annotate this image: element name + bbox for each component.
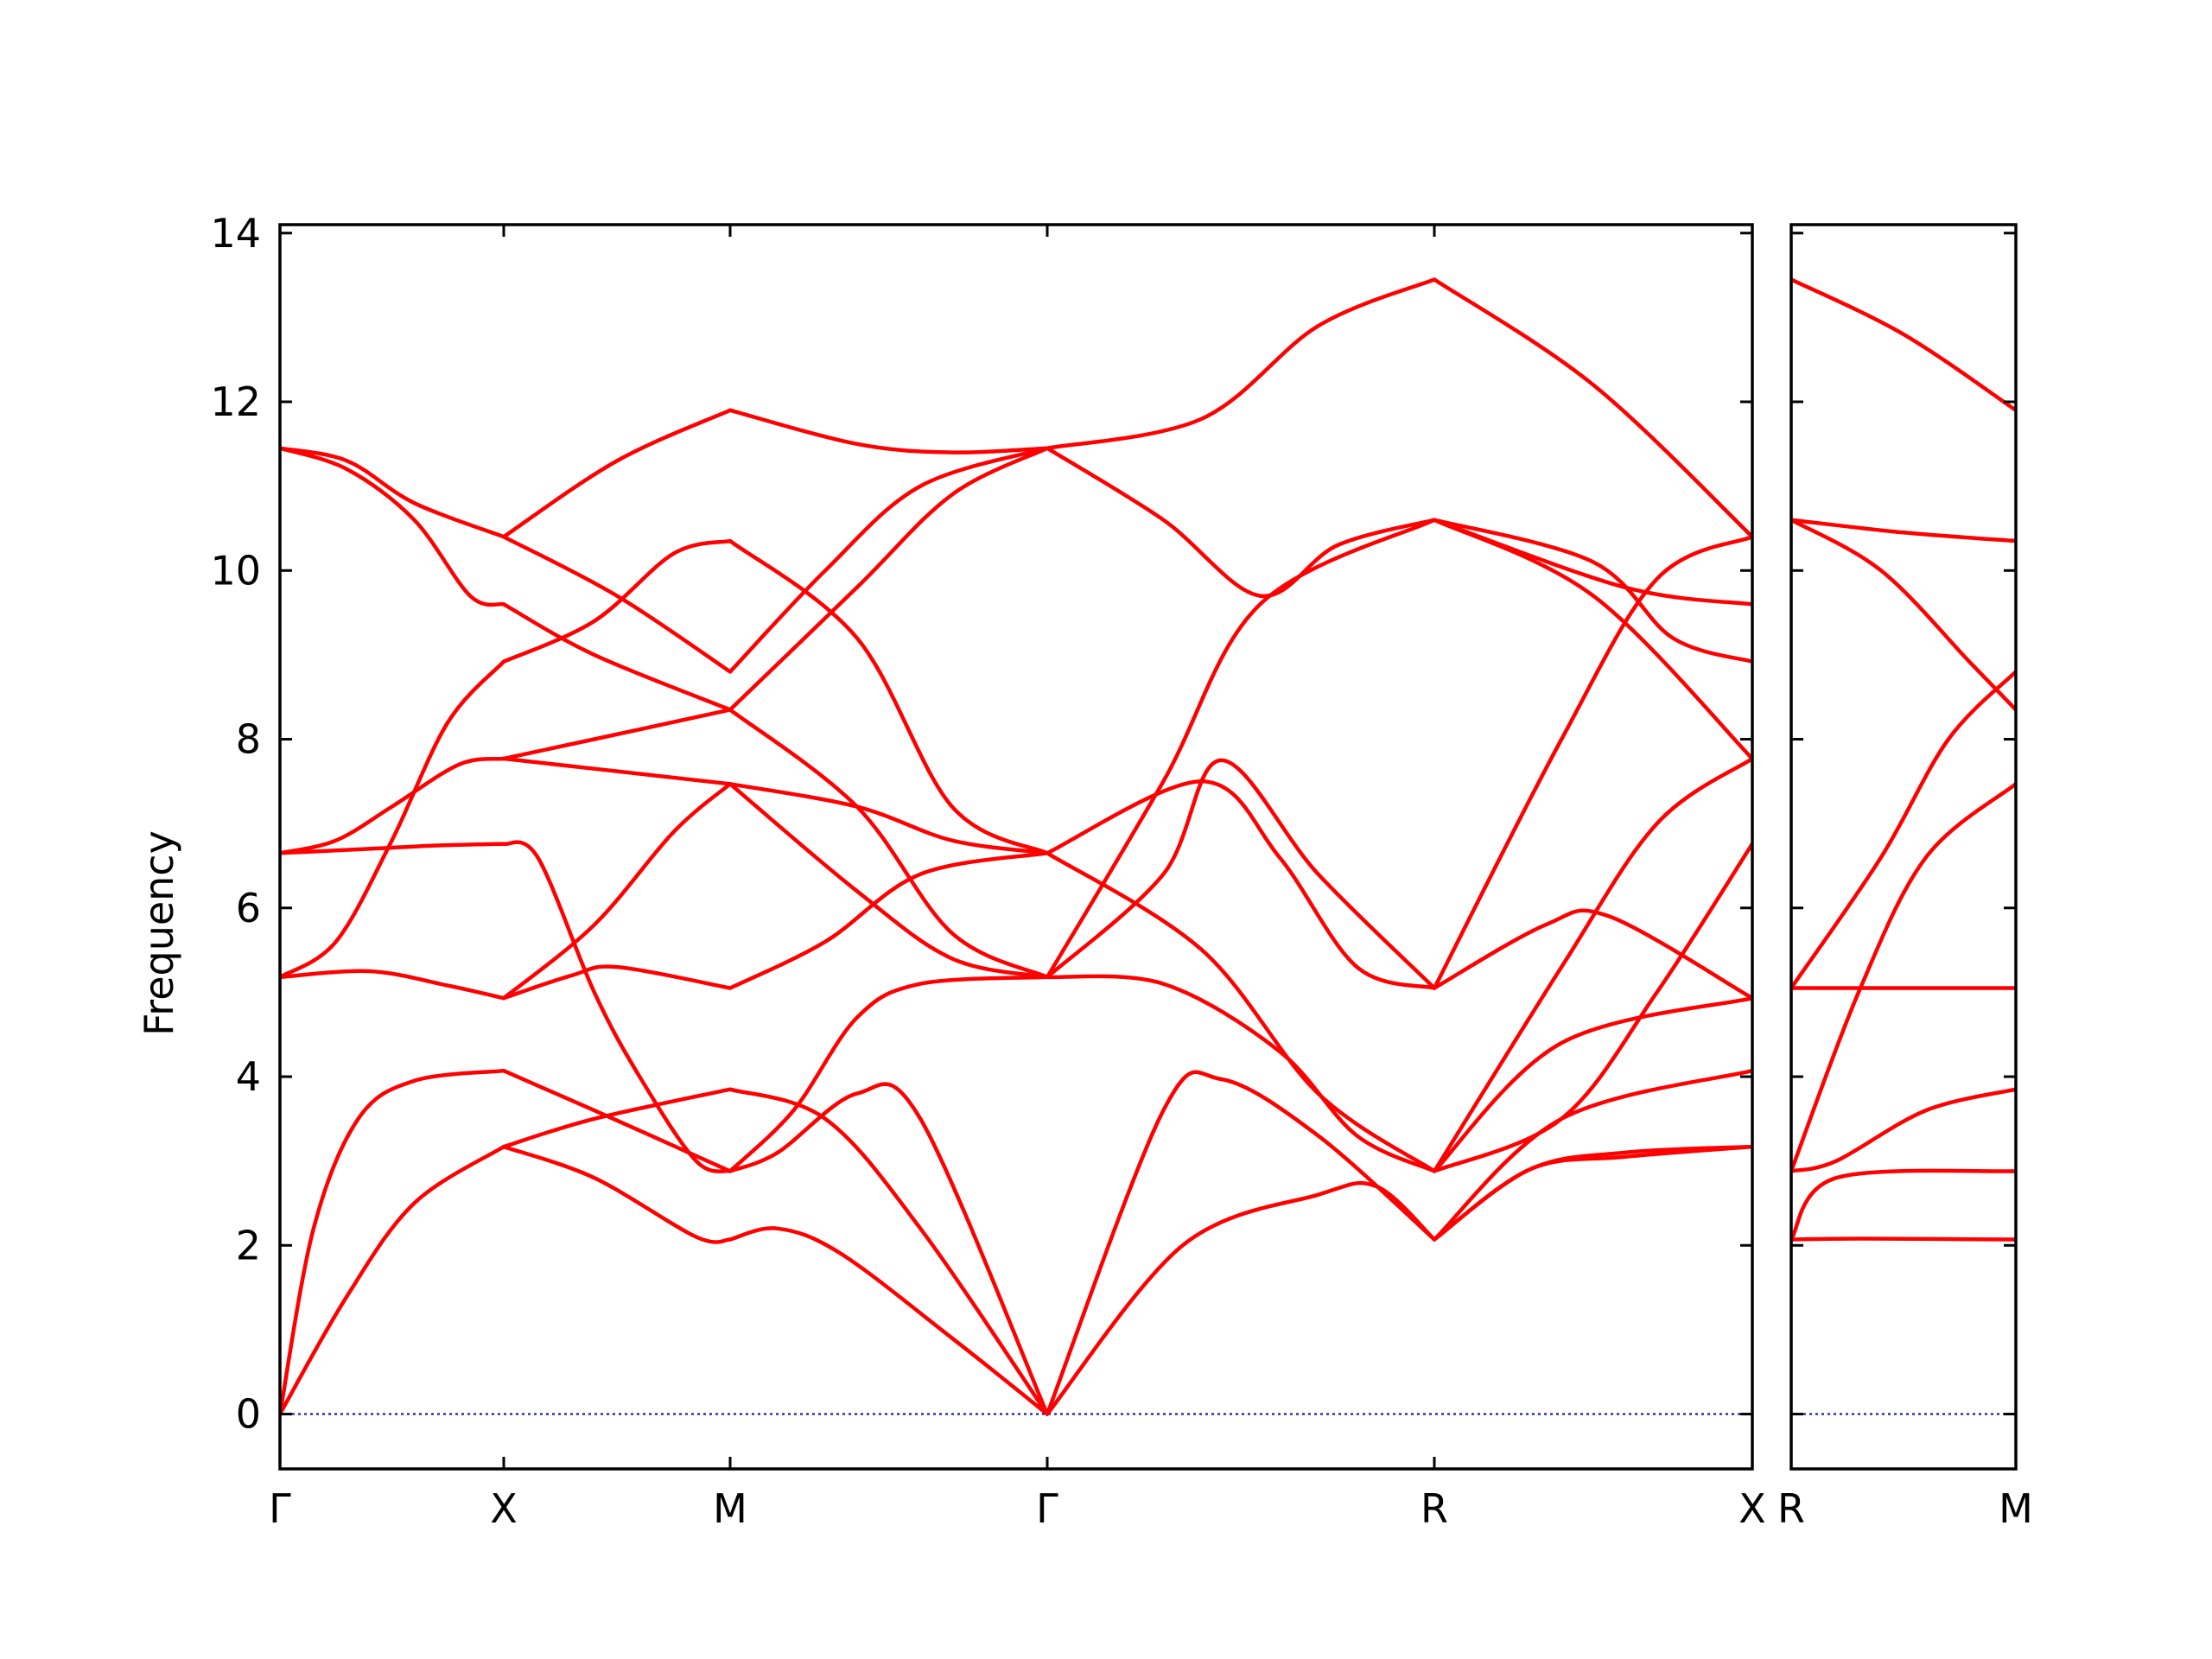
band-4-2 xyxy=(1045,1070,1437,1416)
band-2-12 xyxy=(501,408,733,539)
band-1-5 xyxy=(280,842,506,855)
band-5-2 xyxy=(1432,1144,1752,1242)
x-tick-label: R xyxy=(1421,1485,1448,1532)
band-3-8 xyxy=(728,708,1050,980)
x-tick-label: Γ xyxy=(269,1485,291,1532)
band-3-11 xyxy=(728,538,1050,855)
band-3-6 xyxy=(728,782,1050,980)
band-3-9 xyxy=(728,446,1050,712)
band-2-10 xyxy=(501,602,733,712)
band-3-12 xyxy=(728,408,1050,454)
y-tick-label: 10 xyxy=(210,547,261,594)
band-1-4 xyxy=(280,659,506,980)
band-5-4 xyxy=(1432,995,1752,1173)
band-3-3 xyxy=(728,1082,1050,1416)
plot-frame xyxy=(1789,223,2018,1471)
band-2-6 xyxy=(501,782,733,1001)
y-tick-label: 8 xyxy=(236,716,261,763)
band-3-1 xyxy=(728,1226,1050,1416)
band-1-1 xyxy=(280,1068,506,1416)
band-2-11 xyxy=(501,534,733,674)
band-1-6 xyxy=(280,756,506,855)
x-tick-label: M xyxy=(1999,1485,2033,1532)
band-5-6 xyxy=(1432,908,1752,1001)
band-1-7 xyxy=(1791,518,2016,712)
y-tick-label: 6 xyxy=(236,885,261,931)
band-5-11 xyxy=(1432,518,1752,761)
band-1-7 xyxy=(280,446,506,607)
y-tick-label: 12 xyxy=(210,378,261,425)
band-1-1 xyxy=(1791,1236,2016,1242)
band-4-4 xyxy=(1045,851,1437,1173)
x-tick-label: X xyxy=(490,1485,518,1532)
band-2-4 xyxy=(501,840,733,1173)
band-5-12 xyxy=(1432,277,1752,539)
band-4-3 xyxy=(1045,974,1437,1173)
bands xyxy=(280,277,1752,1416)
y-tick-label: 2 xyxy=(236,1222,261,1268)
band-4-7 xyxy=(1045,446,1437,598)
x-tick-label: R xyxy=(1777,1485,1805,1532)
band-5-1 xyxy=(1432,1144,1752,1242)
band-1-3 xyxy=(280,969,506,1001)
y-tick-label: 0 xyxy=(236,1391,261,1438)
plot-frame xyxy=(278,223,1754,1471)
band-1-9 xyxy=(1791,277,2016,413)
band-5-5 xyxy=(1432,842,1752,1173)
band-1-8 xyxy=(280,446,506,539)
band-4-6 xyxy=(1045,779,1437,990)
band-4-8 xyxy=(1045,518,1437,980)
band-2-1 xyxy=(501,1068,733,1173)
band-2-8 xyxy=(501,708,733,761)
y-tick-label: 14 xyxy=(210,210,261,257)
band-1-8 xyxy=(1791,518,2016,543)
band-2-5 xyxy=(501,964,733,1001)
band-3-10 xyxy=(728,446,1050,674)
band-1-6 xyxy=(1791,670,2016,990)
band-1-4 xyxy=(1791,782,2016,1173)
main-panel: 0 2 4 6 8 10 12 14 Γ X M Γ R X xyxy=(210,210,1765,1532)
band-3-5 xyxy=(728,851,1050,990)
band-3-4 xyxy=(728,975,1050,1173)
band-5-8 xyxy=(1432,534,1752,990)
band-1-2 xyxy=(280,1144,506,1416)
band-2-7 xyxy=(501,756,733,786)
band-2-2 xyxy=(501,1087,733,1149)
band-5-7 xyxy=(1432,756,1752,1173)
band-3-7 xyxy=(728,782,1050,855)
x-tick-label: X xyxy=(1738,1485,1766,1532)
y-tick-label: 4 xyxy=(236,1053,261,1100)
band-2-9 xyxy=(501,538,733,664)
band-4-5 xyxy=(1045,758,1437,990)
y-axis-label: Frequency xyxy=(136,830,182,1036)
bands xyxy=(1791,277,2016,1242)
band-1-2 xyxy=(1791,1168,2016,1242)
x-tick-label: M xyxy=(713,1485,747,1532)
band-4-1 xyxy=(1045,1180,1437,1416)
x-tick-label: Γ xyxy=(1036,1485,1058,1532)
band-1-3 xyxy=(1791,1087,2016,1173)
band-2-3 xyxy=(501,1144,733,1244)
band-5-9 xyxy=(1432,518,1752,664)
band-4-9 xyxy=(1045,277,1437,450)
band-3-2 xyxy=(728,1087,1050,1416)
